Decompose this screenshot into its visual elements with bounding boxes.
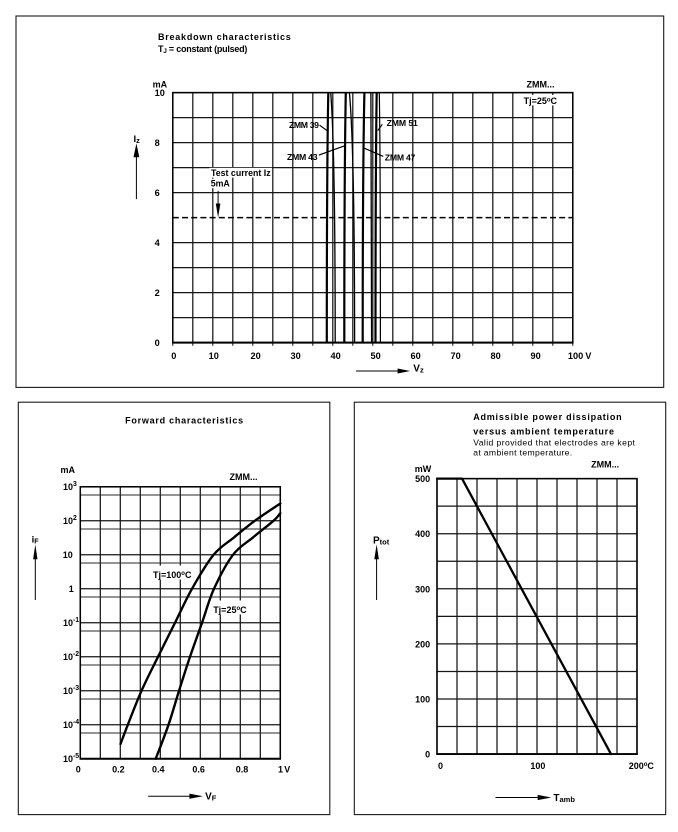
svg-text:0: 0 bbox=[438, 761, 443, 771]
svg-text:Tj=100oC: Tj=100oC bbox=[153, 570, 192, 580]
svg-text:102: 102 bbox=[63, 515, 77, 526]
svg-text:Vz: Vz bbox=[413, 363, 424, 374]
svg-text:versus ambient temperature: versus ambient temperature bbox=[473, 427, 614, 437]
svg-text:200oC: 200oC bbox=[629, 761, 655, 771]
svg-text:0: 0 bbox=[425, 750, 430, 760]
svg-text:50: 50 bbox=[370, 351, 380, 361]
svg-text:400: 400 bbox=[415, 529, 430, 539]
svg-text:iF: iF bbox=[32, 534, 40, 545]
svg-text:60: 60 bbox=[410, 351, 420, 361]
svg-text:100: 100 bbox=[568, 351, 583, 361]
svg-text:40: 40 bbox=[330, 351, 340, 361]
svg-text:2: 2 bbox=[155, 288, 160, 298]
svg-text:Forward characteristics: Forward characteristics bbox=[125, 416, 243, 426]
svg-text:10-3: 10-3 bbox=[63, 685, 79, 696]
svg-text:Iz: Iz bbox=[134, 134, 141, 145]
svg-text:mW: mW bbox=[415, 464, 432, 474]
svg-text:100: 100 bbox=[415, 695, 430, 705]
svg-text:10-5: 10-5 bbox=[63, 753, 79, 764]
svg-text:ZMM...: ZMM... bbox=[527, 79, 555, 89]
svg-text:0.8: 0.8 bbox=[236, 765, 249, 775]
svg-text:4: 4 bbox=[155, 238, 161, 248]
svg-text:0.2: 0.2 bbox=[112, 765, 125, 775]
svg-text:mA: mA bbox=[153, 79, 168, 89]
svg-text:30: 30 bbox=[290, 351, 300, 361]
svg-text:10: 10 bbox=[155, 88, 165, 98]
svg-text:ZMM 43: ZMM 43 bbox=[287, 152, 318, 162]
svg-text:0: 0 bbox=[171, 351, 176, 361]
svg-text:VF: VF bbox=[205, 792, 217, 803]
svg-text:Valid provided that electrodes: Valid provided that electrodes are kept bbox=[473, 437, 635, 447]
svg-text:0: 0 bbox=[76, 765, 81, 775]
svg-text:ZMM 51: ZMM 51 bbox=[387, 118, 418, 128]
svg-text:200: 200 bbox=[415, 639, 430, 649]
svg-text:70: 70 bbox=[450, 351, 460, 361]
svg-text:80: 80 bbox=[490, 351, 500, 361]
svg-text:0.4: 0.4 bbox=[152, 765, 165, 775]
svg-text:0: 0 bbox=[155, 338, 160, 348]
svg-text:TJ = constant (pulsed): TJ = constant (pulsed) bbox=[158, 44, 247, 55]
svg-text:10: 10 bbox=[209, 351, 219, 361]
svg-text:8: 8 bbox=[155, 138, 160, 148]
svg-text:0.6: 0.6 bbox=[192, 765, 205, 775]
svg-text:10-2: 10-2 bbox=[63, 651, 79, 662]
svg-text:100: 100 bbox=[530, 761, 545, 771]
svg-text:Test current Iz: Test current Iz bbox=[211, 168, 271, 178]
svg-text:20: 20 bbox=[250, 351, 260, 361]
svg-text:10-4: 10-4 bbox=[63, 719, 79, 730]
svg-text:ZMM...: ZMM... bbox=[591, 459, 619, 469]
svg-text:Admissible power dissipation: Admissible power dissipation bbox=[473, 412, 621, 422]
svg-text:mA: mA bbox=[61, 465, 76, 475]
svg-text:10: 10 bbox=[63, 550, 73, 560]
svg-text:Tj=25oC: Tj=25oC bbox=[213, 605, 247, 615]
svg-text:ZMM 47: ZMM 47 bbox=[385, 152, 416, 162]
svg-text:90: 90 bbox=[530, 351, 540, 361]
svg-text:1: 1 bbox=[278, 765, 283, 775]
svg-text:V: V bbox=[585, 351, 591, 361]
svg-text:Tj=25oC: Tj=25oC bbox=[524, 96, 558, 106]
svg-text:500: 500 bbox=[415, 474, 430, 484]
svg-text:at ambient temperature.: at ambient temperature. bbox=[473, 448, 572, 458]
svg-text:103: 103 bbox=[63, 481, 77, 492]
svg-text:6: 6 bbox=[155, 188, 160, 198]
svg-text:Ptot: Ptot bbox=[373, 535, 390, 546]
svg-text:Tamb: Tamb bbox=[553, 793, 575, 804]
svg-text:1: 1 bbox=[69, 584, 74, 594]
svg-text:5mA: 5mA bbox=[211, 179, 231, 189]
svg-text:ZMM...: ZMM... bbox=[230, 472, 258, 482]
svg-text:ZMM 39: ZMM 39 bbox=[289, 120, 319, 130]
svg-text:300: 300 bbox=[415, 584, 430, 594]
svg-text:10-1: 10-1 bbox=[63, 617, 79, 628]
svg-text:Breakdown characteristics: Breakdown characteristics bbox=[158, 32, 291, 42]
svg-text:V: V bbox=[284, 764, 290, 774]
